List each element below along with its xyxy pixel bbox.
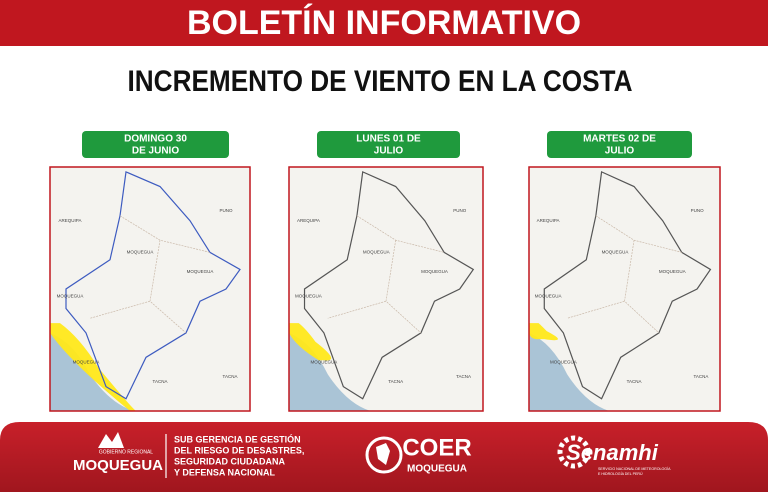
map-label: MOQUEGUA xyxy=(659,269,686,274)
map-label: MOQUEGUA xyxy=(127,250,154,255)
map-frame xyxy=(288,166,484,412)
map-label: MOQUEGUA xyxy=(57,294,84,299)
date-pill xyxy=(82,131,229,158)
map-label: MOQUEGUA xyxy=(535,294,562,299)
subtitle: INCREMENTO DE VIENTO EN LA COSTA xyxy=(128,65,633,98)
senamhi-logo xyxy=(557,435,591,469)
map-label: MOQUEGUA xyxy=(602,250,629,255)
map-label: AREQUIPA xyxy=(297,218,320,223)
header-bar xyxy=(0,0,768,46)
map-label: TACNA xyxy=(627,379,642,384)
map-label: TACNA xyxy=(153,379,168,384)
office-line: Y DEFENSA NACIONAL xyxy=(174,467,276,477)
footer: GOBIERNO REGIONAL MOQUEGUA SUB GERENCIA … xyxy=(73,432,671,478)
senamhi-sub: SERVICIO NACIONAL DE METEOROLOGÍA xyxy=(598,467,671,471)
region-outline xyxy=(65,171,241,400)
map-label: MOQUEGUA xyxy=(363,250,390,255)
date-line: LUNES 01 DE xyxy=(356,134,421,145)
district-lines xyxy=(327,215,445,334)
map-label: TACNA xyxy=(693,374,708,379)
coer-logo-shape xyxy=(376,443,390,465)
map-label: MOQUEGUA xyxy=(187,269,214,274)
map-label: MOQUEGUA xyxy=(550,359,577,364)
map-label: MOQUEGUA xyxy=(311,359,338,364)
coer: COER xyxy=(402,434,471,461)
title: BOLETÍN INFORMATIVO xyxy=(187,4,581,42)
district-lines xyxy=(89,215,211,334)
office-line: SUB GERENCIA DE GESTIÓN xyxy=(174,433,301,444)
coer-logo xyxy=(365,436,403,474)
map-label: AREQUIPA xyxy=(59,218,82,223)
coer-sub: MOQUEGUA xyxy=(407,464,467,475)
map-frame xyxy=(49,166,251,412)
gore-logo xyxy=(98,432,124,448)
map-label: MOQUEGUA xyxy=(421,269,448,274)
date-line: JULIO xyxy=(374,146,404,157)
date-line: MARTES 02 DE xyxy=(583,134,656,145)
wind-zone xyxy=(529,323,558,341)
map-label: TACNA xyxy=(456,374,471,379)
map-label: PUNO xyxy=(219,208,233,213)
region-outline xyxy=(543,171,712,400)
gore-name: MOQUEGUA xyxy=(73,457,163,474)
office-line: SEGURIDAD CIUDADANA xyxy=(174,456,286,466)
map-label: TACNA xyxy=(223,374,238,379)
office-line: DEL RIESGO DE DESASTRES, xyxy=(174,445,304,455)
map-label: AREQUIPA xyxy=(537,218,560,223)
date-line: DOMINGO 30 xyxy=(124,134,187,145)
date-pill xyxy=(317,131,460,158)
ocean xyxy=(529,332,610,411)
map-label: PUNO xyxy=(453,208,467,213)
senamhi-sub: E HIDROLOGÍA DEL PERÚ xyxy=(598,471,643,476)
gore-top: GOBIERNO REGIONAL xyxy=(99,449,153,455)
map-label: MOQUEGUA xyxy=(295,294,322,299)
district-lines xyxy=(567,215,682,334)
date-line: JULIO xyxy=(605,146,635,157)
wind-zone xyxy=(289,323,332,361)
region-outline xyxy=(303,171,475,400)
date-line: DE JUNIO xyxy=(132,146,179,157)
wind-zone xyxy=(50,323,136,411)
map-label: MOQUEGUA xyxy=(73,359,100,364)
map-frame xyxy=(528,166,721,412)
senamhi: Senamhi xyxy=(566,440,659,465)
map-label: PUNO xyxy=(691,208,705,213)
date-pill xyxy=(547,131,692,158)
map-label: TACNA xyxy=(388,379,403,384)
